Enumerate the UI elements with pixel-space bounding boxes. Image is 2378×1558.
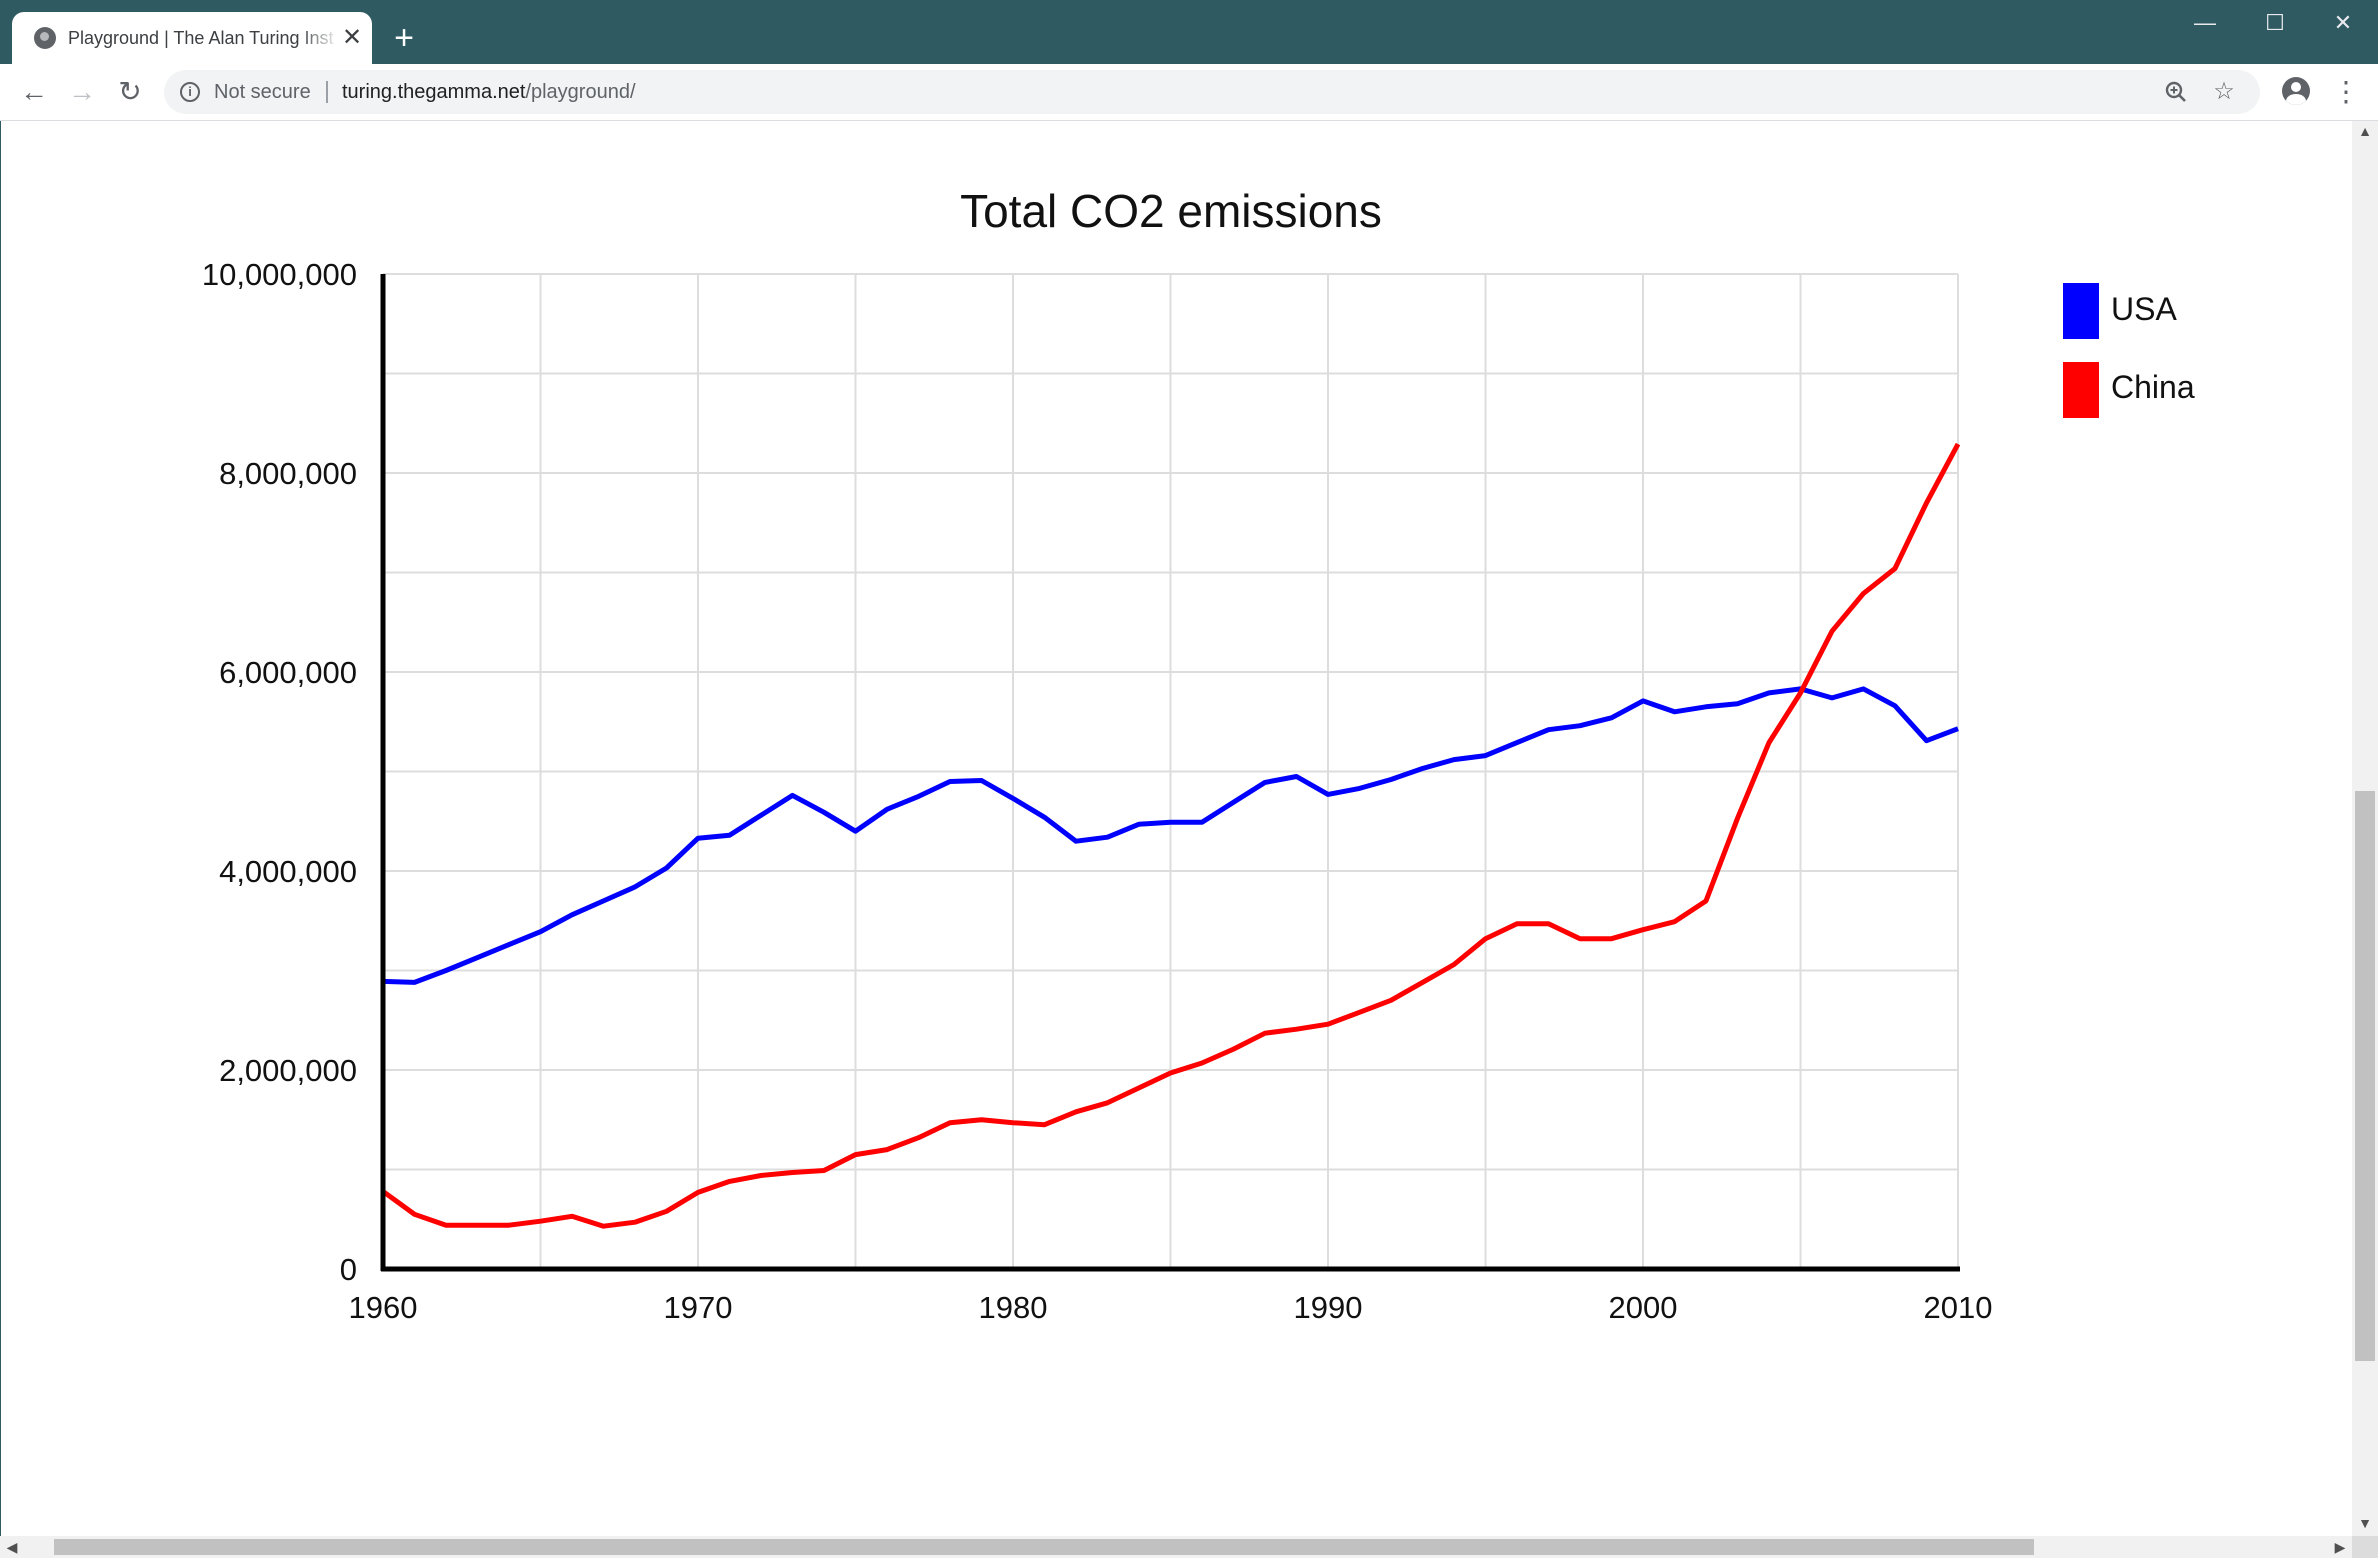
series-line-usa [382, 686, 1959, 985]
y-tick-label: 4,000,000 [219, 854, 357, 889]
scroll-left-icon[interactable]: ◀ [6, 1539, 18, 1555]
more-menu-icon[interactable]: ⋮ [2332, 76, 2360, 107]
reload-button[interactable]: ↻ [118, 76, 142, 107]
url-host: turing.thegamma.net [342, 81, 526, 103]
close-tab-icon[interactable]: ✕ [341, 24, 363, 51]
browser-toolbar: ← → ↻ i Not secure turing.thegamma.net/p… [0, 64, 2378, 121]
x-tick-label: 1990 [1294, 1290, 1363, 1325]
star-icon[interactable]: ☆ [2213, 78, 2235, 105]
globe-icon [34, 27, 56, 49]
chart-title: Total CO2 emissions [960, 185, 1382, 237]
scroll-up-icon[interactable]: ▲ [2358, 123, 2372, 139]
x-tick-label: 1980 [979, 1290, 1048, 1325]
legend-label-china: China [2111, 369, 2195, 405]
legend-swatch-usa [2063, 283, 2099, 339]
maximize-button[interactable]: ☐ [2265, 10, 2285, 35]
y-tick-label: 8,000,000 [219, 456, 357, 491]
address-bar[interactable]: i Not secure turing.thegamma.net/playgro… [164, 70, 2260, 114]
legend-label-usa: USA [2111, 291, 2177, 327]
close-window-button[interactable]: ✕ [2333, 10, 2353, 35]
legend-swatch-china [2063, 362, 2099, 418]
scroll-right-icon[interactable]: ▶ [2334, 1539, 2346, 1555]
minimize-button[interactable]: — [2194, 10, 2216, 35]
scroll-down-icon[interactable]: ▼ [2358, 1515, 2372, 1531]
info-icon[interactable]: i [180, 82, 200, 102]
security-label[interactable]: Not secure [214, 81, 311, 103]
x-tick-label: 2010 [1924, 1290, 1993, 1325]
x-tick-label: 1970 [664, 1290, 733, 1325]
horizontal-scroll-thumb[interactable] [54, 1539, 2034, 1555]
x-tick-label: 2000 [1609, 1290, 1678, 1325]
forward-button[interactable]: → [68, 76, 96, 107]
zoom-icon[interactable] [2160, 76, 2192, 108]
y-tick-label: 6,000,000 [219, 655, 357, 690]
account-icon[interactable] [2282, 77, 2310, 105]
scrollbar-corner [2352, 1536, 2378, 1558]
co2-line-chart: 0 2,000,000 4,000,000 6,000,000 8,000,000 10,… [202, 257, 2099, 1325]
tab-title: Playground | The Alan Turing Inst [68, 28, 334, 48]
new-tab-button[interactable]: + [394, 19, 414, 57]
back-button[interactable]: ← [20, 76, 48, 107]
vertical-scroll-thumb[interactable] [2355, 791, 2375, 1361]
omnibox-separator [326, 81, 328, 103]
browser-tab[interactable]: Playground | The Alan Turing Inst ✕ [12, 12, 372, 64]
url-path: /playground/ [525, 81, 636, 103]
x-tick-label: 1960 [349, 1290, 418, 1325]
browser-titlebar: Playground | The Alan Turing Inst ✕ + — … [0, 0, 2378, 64]
vertical-scrollbar[interactable]: ▲ ▼ [2352, 121, 2378, 1536]
y-tick-label: 0 [340, 1252, 357, 1287]
y-tick-label: 2,000,000 [219, 1053, 357, 1088]
series-line-china [381, 442, 1961, 1229]
page-content: Total CO2 emissions 0 2,000,000 4,000,000 6… [0, 121, 2353, 1536]
y-tick-label: 10,000,000 [202, 257, 357, 292]
horizontal-scrollbar[interactable]: ◀ ▶ [0, 1536, 2352, 1558]
url-text[interactable]: turing.thegamma.net/playground/ [342, 70, 636, 114]
